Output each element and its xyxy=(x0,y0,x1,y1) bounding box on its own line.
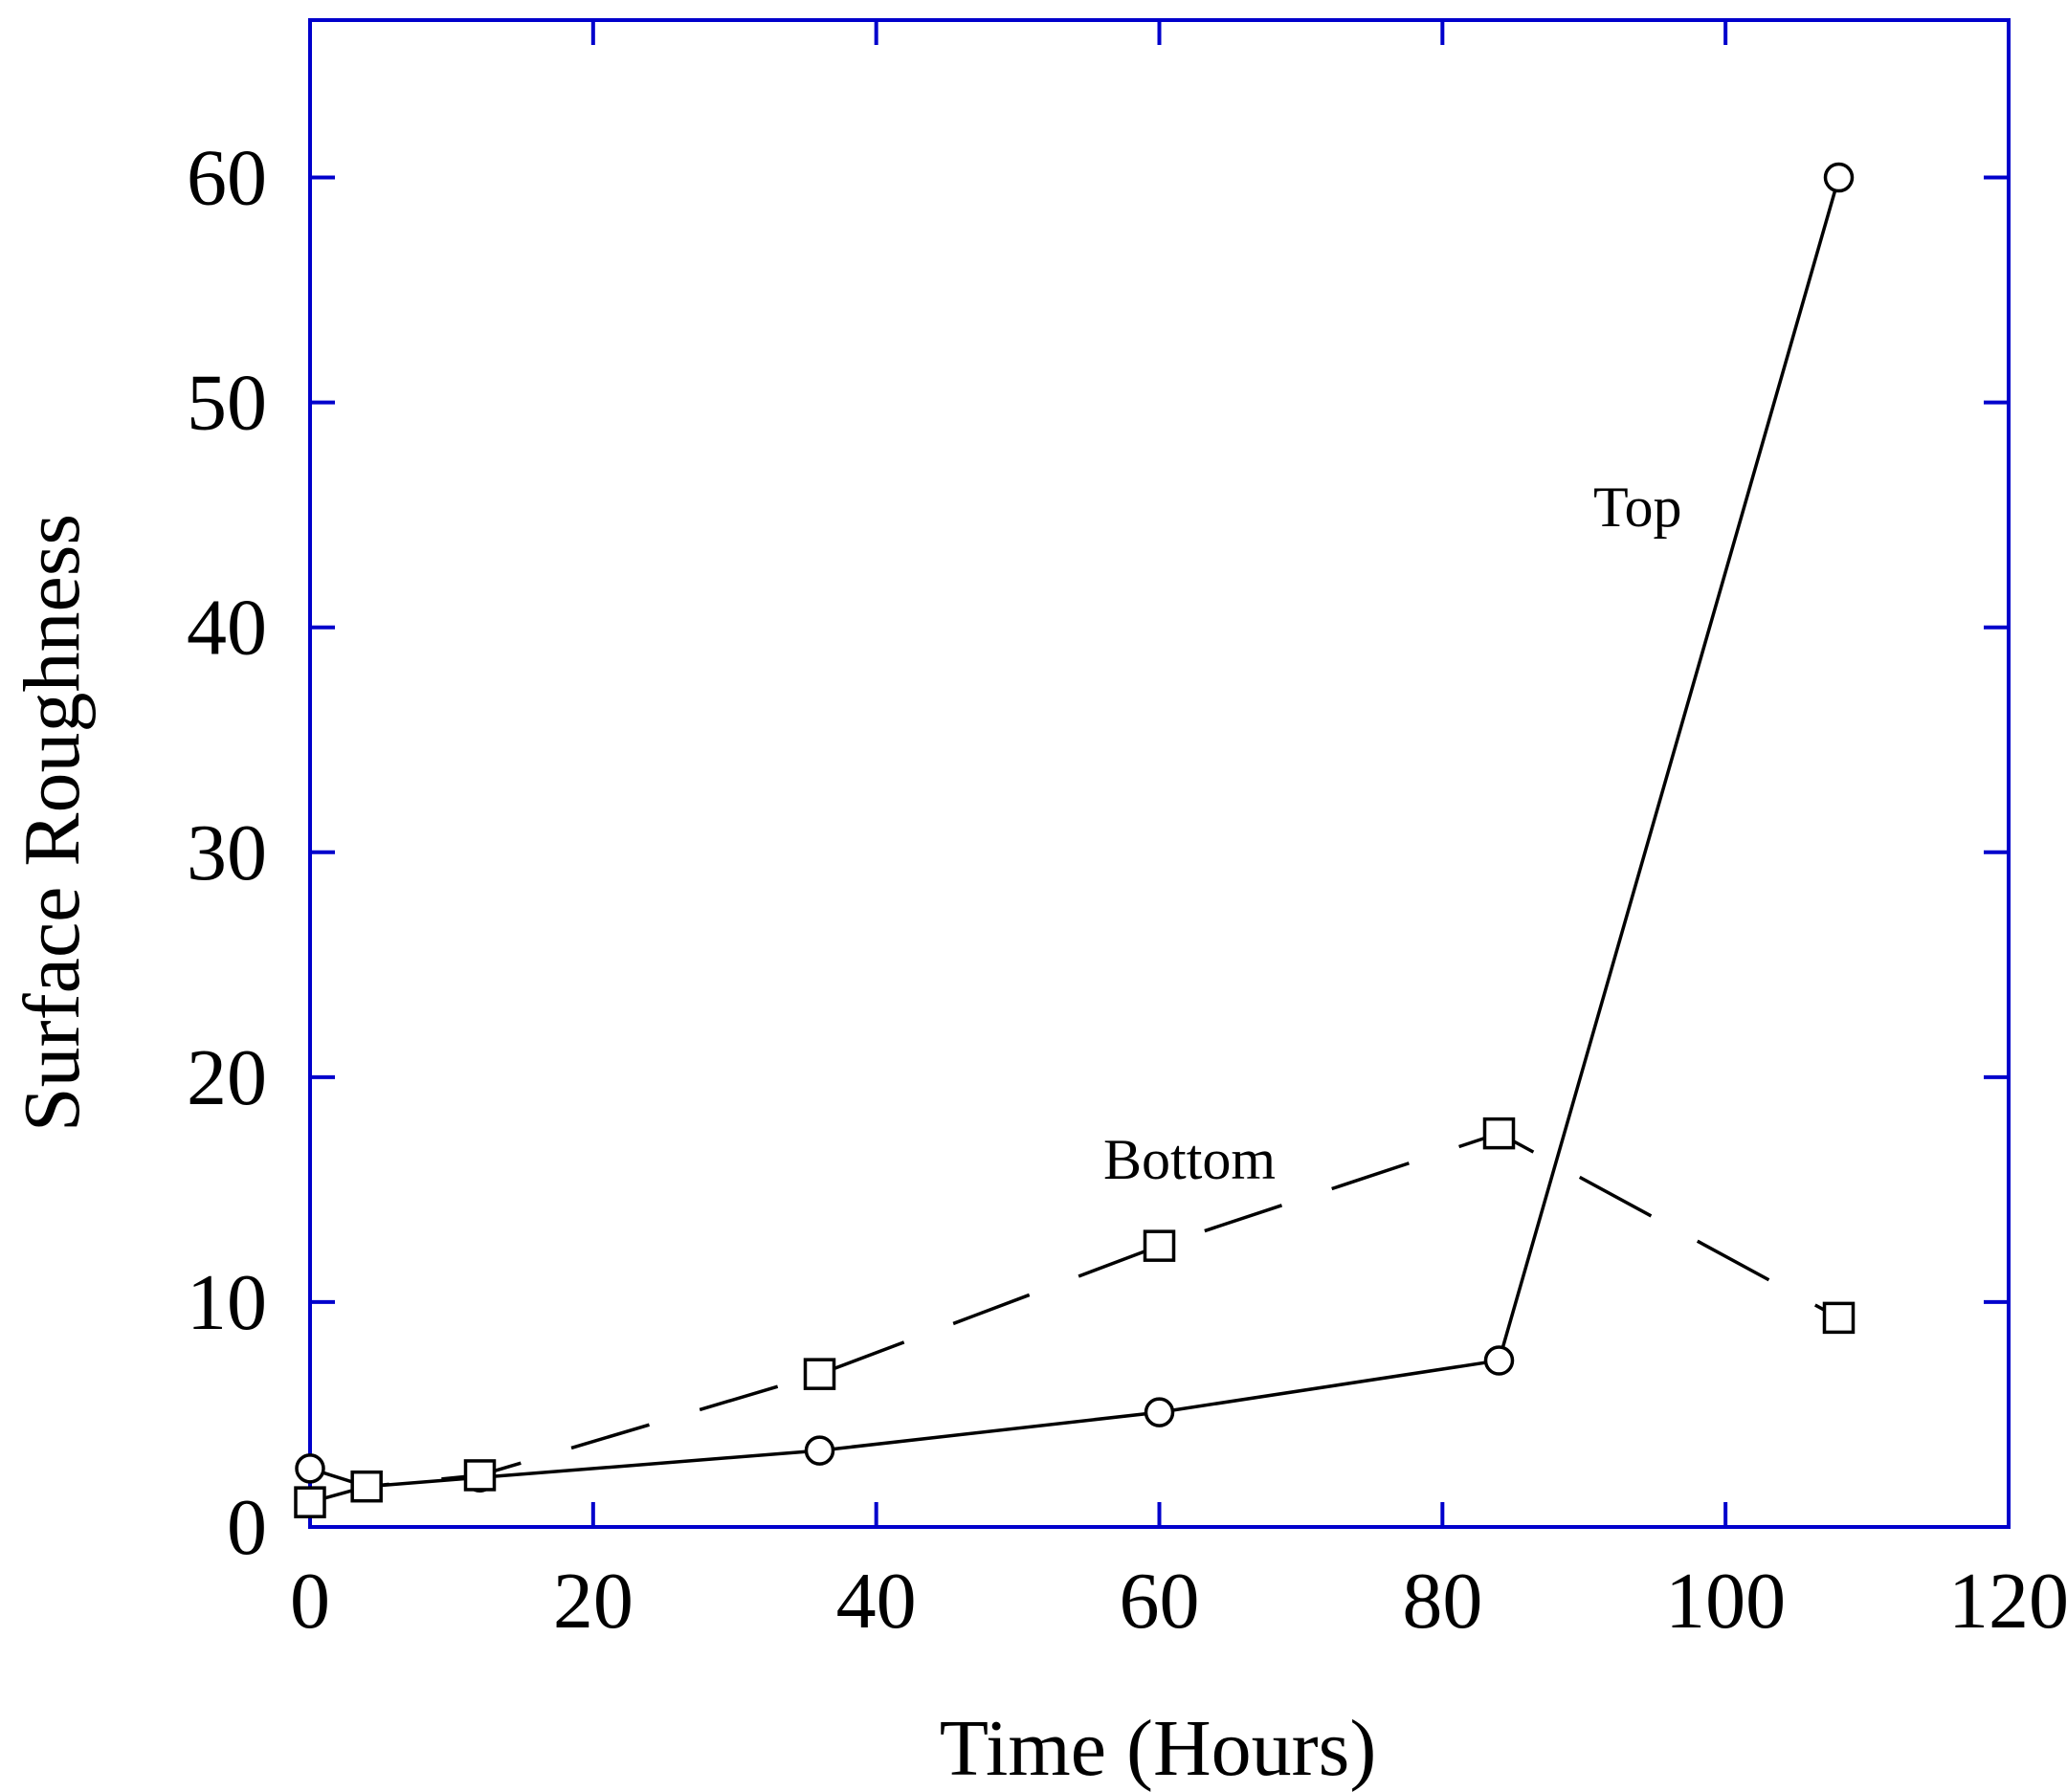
plot-frame xyxy=(308,18,2011,1529)
marker-bottom xyxy=(350,1470,383,1503)
annotation-top: Top xyxy=(1593,476,1681,539)
annotation-bottom: Bottom xyxy=(1103,1128,1276,1191)
x-tick-label: 60 xyxy=(1120,1557,1200,1646)
marker-top xyxy=(804,1435,835,1466)
x-tick-label: 0 xyxy=(290,1557,330,1646)
marker-bottom xyxy=(463,1459,497,1492)
y-axis-label: Surface Roughness xyxy=(8,514,97,1132)
x-tick-label: 80 xyxy=(1402,1557,1482,1646)
x-tick-label: 40 xyxy=(836,1557,917,1646)
x-tick-label: 20 xyxy=(553,1557,633,1646)
marker-bottom xyxy=(1143,1229,1176,1262)
y-tick-label: 30 xyxy=(187,808,267,897)
data-markers xyxy=(294,162,1856,1518)
marker-top xyxy=(295,1453,325,1484)
tick-labels: 0 20 40 60 80 100 120 0 10 20 30 40 50 60 xyxy=(187,134,2067,1646)
y-tick-label: 50 xyxy=(187,359,267,448)
marker-bottom xyxy=(294,1486,326,1518)
marker-top xyxy=(1483,1345,1515,1376)
y-tick-label: 10 xyxy=(187,1258,267,1347)
marker-bottom xyxy=(803,1358,836,1390)
y-tick-label: 40 xyxy=(187,584,267,673)
axis-ticks xyxy=(308,20,2011,1529)
y-tick-label: 60 xyxy=(187,134,267,223)
marker-bottom xyxy=(1482,1117,1516,1150)
y-tick-label: 0 xyxy=(227,1483,267,1572)
series-line-top xyxy=(309,177,1841,1489)
marker-bottom xyxy=(1822,1301,1856,1335)
series-lines xyxy=(309,177,1841,1504)
x-tick-label: 120 xyxy=(1948,1557,2067,1646)
marker-top xyxy=(1823,162,1855,193)
marker-top xyxy=(1144,1397,1175,1427)
x-tick-label: 100 xyxy=(1665,1557,1786,1646)
y-tick-label: 20 xyxy=(187,1033,267,1122)
series-line-bottom xyxy=(309,1131,1840,1504)
x-axis-label: Time (Hours) xyxy=(940,1704,1377,1792)
